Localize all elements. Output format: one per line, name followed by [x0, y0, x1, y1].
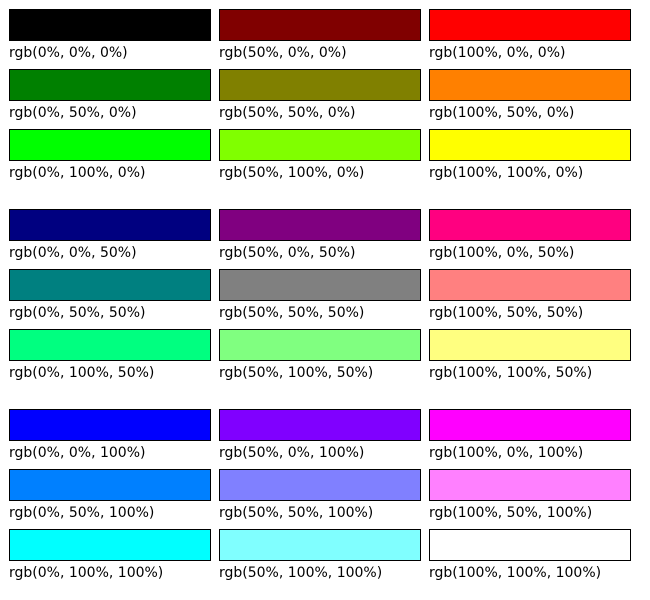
color-swatch: [219, 409, 421, 441]
swatch-cell: rgb(0%, 0%, 100%): [9, 409, 211, 469]
swatch-cell: rgb(100%, 100%, 50%): [429, 329, 631, 389]
color-swatch: [219, 129, 421, 161]
color-swatch: [219, 209, 421, 241]
color-swatch: [429, 469, 631, 501]
swatch-label: rgb(100%, 0%, 50%): [429, 245, 575, 261]
swatch-cell: rgb(100%, 50%, 0%): [429, 69, 631, 129]
swatch-label: rgb(50%, 0%, 100%): [219, 445, 365, 461]
swatch-cell: rgb(50%, 100%, 100%): [219, 529, 421, 589]
color-swatch: [9, 209, 211, 241]
swatch-cell: rgb(100%, 100%, 0%): [429, 129, 631, 189]
swatch-label: rgb(0%, 50%, 100%): [9, 505, 155, 521]
swatch-cell: rgb(0%, 0%, 0%): [9, 9, 211, 69]
color-swatch: [429, 409, 631, 441]
color-swatch: [9, 129, 211, 161]
swatch-label: rgb(50%, 100%, 50%): [219, 365, 374, 381]
swatch-label: rgb(50%, 100%, 100%): [219, 565, 383, 581]
swatch-label: rgb(0%, 100%, 50%): [9, 365, 155, 381]
swatch-label: rgb(100%, 100%, 0%): [429, 165, 584, 181]
swatch-cell: rgb(0%, 100%, 0%): [9, 129, 211, 189]
color-swatch: [219, 529, 421, 561]
color-swatch: [9, 329, 211, 361]
swatch-label: rgb(0%, 50%, 50%): [9, 305, 146, 321]
color-swatch: [429, 69, 631, 101]
swatch-label: rgb(0%, 100%, 100%): [9, 565, 164, 581]
swatch-label: rgb(50%, 0%, 50%): [219, 245, 356, 261]
swatch-label: rgb(100%, 100%, 100%): [429, 565, 602, 581]
swatch-cell: rgb(50%, 50%, 100%): [219, 469, 421, 529]
swatch-group-blue-0: rgb(0%, 0%, 0%) rgb(50%, 0%, 0%) rgb(100…: [9, 9, 631, 189]
swatch-cell: rgb(50%, 0%, 100%): [219, 409, 421, 469]
color-swatch: [429, 329, 631, 361]
swatch-group-blue-50: rgb(0%, 0%, 50%) rgb(50%, 0%, 50%) rgb(1…: [9, 209, 631, 389]
swatch-cell: rgb(100%, 0%, 100%): [429, 409, 631, 469]
color-swatch: [429, 209, 631, 241]
swatch-label: rgb(50%, 50%, 100%): [219, 505, 374, 521]
swatch-label: rgb(0%, 0%, 100%): [9, 445, 146, 461]
swatch-label: rgb(0%, 0%, 50%): [9, 245, 137, 261]
color-swatch: [219, 9, 421, 41]
color-swatch: [219, 469, 421, 501]
color-swatch: [9, 409, 211, 441]
swatch-cell: rgb(50%, 100%, 0%): [219, 129, 421, 189]
swatch-cell: rgb(0%, 100%, 50%): [9, 329, 211, 389]
color-swatch: [429, 129, 631, 161]
swatch-cell: rgb(0%, 50%, 50%): [9, 269, 211, 329]
color-swatch: [9, 69, 211, 101]
swatch-label: rgb(0%, 100%, 0%): [9, 165, 146, 181]
color-swatch: [219, 69, 421, 101]
swatch-cell: rgb(0%, 100%, 100%): [9, 529, 211, 589]
swatch-label: rgb(100%, 0%, 0%): [429, 45, 566, 61]
color-swatch: [9, 469, 211, 501]
swatch-cell: rgb(0%, 50%, 100%): [9, 469, 211, 529]
swatch-label: rgb(100%, 100%, 50%): [429, 365, 593, 381]
swatch-group-blue-100: rgb(0%, 0%, 100%) rgb(50%, 0%, 100%) rgb…: [9, 409, 631, 589]
swatch-cell: rgb(50%, 50%, 50%): [219, 269, 421, 329]
color-swatch-grid: rgb(0%, 0%, 0%) rgb(50%, 0%, 0%) rgb(100…: [9, 9, 631, 589]
swatch-label: rgb(100%, 50%, 0%): [429, 105, 575, 121]
swatch-label: rgb(50%, 0%, 0%): [219, 45, 347, 61]
color-swatch: [9, 9, 211, 41]
swatch-cell: rgb(100%, 0%, 50%): [429, 209, 631, 269]
swatch-cell: rgb(100%, 100%, 100%): [429, 529, 631, 589]
swatch-cell: rgb(50%, 0%, 50%): [219, 209, 421, 269]
swatch-label: rgb(0%, 50%, 0%): [9, 105, 137, 121]
swatch-cell: rgb(0%, 50%, 0%): [9, 69, 211, 129]
swatch-cell: rgb(100%, 0%, 0%): [429, 9, 631, 69]
swatch-cell: rgb(50%, 50%, 0%): [219, 69, 421, 129]
swatch-cell: rgb(100%, 50%, 100%): [429, 469, 631, 529]
swatch-label: rgb(0%, 0%, 0%): [9, 45, 128, 61]
color-swatch: [219, 329, 421, 361]
swatch-cell: rgb(0%, 0%, 50%): [9, 209, 211, 269]
swatch-cell: rgb(50%, 0%, 0%): [219, 9, 421, 69]
swatch-cell: rgb(100%, 50%, 50%): [429, 269, 631, 329]
color-swatch: [219, 269, 421, 301]
color-swatch: [9, 529, 211, 561]
swatch-label: rgb(50%, 50%, 0%): [219, 105, 356, 121]
swatch-cell: rgb(50%, 100%, 50%): [219, 329, 421, 389]
color-swatch: [429, 529, 631, 561]
color-swatch: [429, 9, 631, 41]
swatch-label: rgb(50%, 100%, 0%): [219, 165, 365, 181]
swatch-label: rgb(100%, 50%, 100%): [429, 505, 593, 521]
color-swatch: [9, 269, 211, 301]
swatch-label: rgb(100%, 50%, 50%): [429, 305, 584, 321]
swatch-label: rgb(100%, 0%, 100%): [429, 445, 584, 461]
color-swatch: [429, 269, 631, 301]
swatch-label: rgb(50%, 50%, 50%): [219, 305, 365, 321]
